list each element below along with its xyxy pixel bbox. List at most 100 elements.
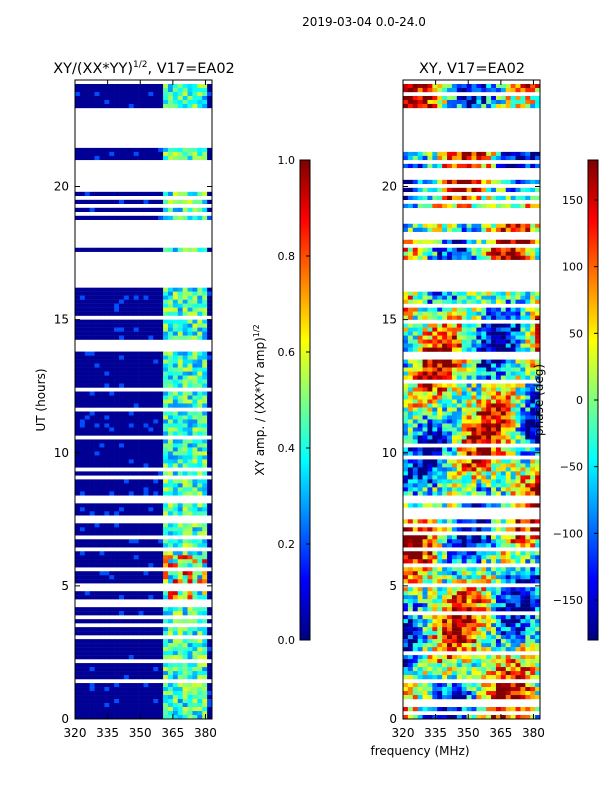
heatmap-cell — [447, 587, 453, 592]
heatmap-cell — [79, 439, 86, 444]
heatmap-cell — [114, 551, 120, 556]
heatmap-cell — [417, 163, 423, 169]
heatmap-cell — [138, 351, 144, 356]
heatmap-cell — [451, 567, 458, 572]
heatmap-cell — [104, 627, 110, 632]
heatmap-cell — [158, 463, 164, 468]
heatmap-cell — [75, 331, 81, 336]
heatmap-cell — [182, 83, 188, 89]
heatmap-cell — [187, 95, 193, 101]
heatmap-cell — [143, 487, 149, 492]
heatmap-cell — [207, 323, 213, 328]
heatmap-cell — [505, 375, 511, 380]
heatmap-cell — [486, 431, 492, 436]
heatmap-cell — [403, 307, 409, 312]
heatmap-cell — [192, 559, 198, 564]
heatmap-cell — [163, 291, 169, 296]
heatmap-cell — [109, 103, 115, 109]
heatmap-cell — [427, 427, 433, 432]
heatmap-cell — [202, 539, 208, 544]
heatmap-cell — [476, 435, 482, 440]
heatmap-cell — [104, 319, 110, 324]
heatmap-cell — [515, 459, 521, 464]
heatmap-cell — [187, 487, 193, 492]
heatmap-cell — [486, 151, 492, 157]
heatmap-cell — [495, 375, 502, 380]
heatmap-cell — [138, 479, 144, 484]
heatmap-cell — [515, 311, 521, 316]
heatmap-cell — [486, 415, 492, 420]
heatmap-cell — [515, 251, 521, 256]
heatmap-cell — [89, 503, 95, 508]
heatmap-cell — [123, 551, 130, 556]
heatmap-cell — [417, 419, 423, 424]
heatmap-cell — [192, 359, 198, 364]
heatmap-cell — [495, 335, 502, 340]
heatmap-cell — [197, 307, 203, 312]
heatmap-cell — [163, 451, 169, 456]
heatmap-cell — [471, 311, 477, 316]
heatmap-cell — [525, 471, 531, 476]
heatmap-cell — [114, 707, 120, 712]
heatmap-cell — [515, 475, 521, 480]
heatmap-cell — [79, 147, 86, 153]
heatmap-cell — [133, 511, 139, 516]
heatmap-cell — [437, 87, 443, 93]
heatmap-cell — [481, 315, 487, 320]
heatmap-cell — [442, 479, 448, 484]
heatmap-cell — [187, 99, 193, 105]
heatmap-cell — [427, 423, 433, 428]
heatmap-cell — [182, 359, 188, 364]
heatmap-cell — [510, 479, 516, 484]
heatmap-cell — [520, 543, 526, 548]
heatmap-cell — [202, 91, 208, 97]
heatmap-cell — [525, 419, 531, 424]
heatmap-cell — [432, 415, 438, 420]
heatmap-cell — [167, 699, 174, 704]
heatmap-cell — [442, 227, 448, 232]
heatmap-cell — [143, 351, 149, 356]
heatmap-cell — [495, 323, 502, 328]
heatmap-cell — [143, 371, 149, 376]
heatmap-cell — [158, 331, 164, 336]
heatmap-cell — [109, 463, 115, 468]
heatmap-cell — [138, 423, 144, 428]
heatmap-cell — [197, 355, 203, 360]
heatmap-cell — [407, 375, 414, 380]
heatmap-cell — [104, 447, 110, 452]
heatmap-cell — [505, 335, 511, 340]
heatmap-cell — [495, 431, 502, 436]
heatmap-cell — [407, 87, 414, 93]
heatmap-cell — [143, 539, 149, 544]
heatmap-cell — [451, 399, 458, 404]
heatmap-cell — [153, 371, 159, 376]
heatmap-cell — [182, 191, 188, 197]
heatmap-cell — [158, 579, 164, 584]
heatmap-cell — [182, 391, 188, 396]
heatmap-cell — [153, 423, 159, 428]
heatmap-cell — [79, 711, 86, 716]
heatmap-cell — [481, 587, 487, 592]
heatmap-cell — [119, 643, 125, 648]
heatmap-cell — [109, 395, 115, 400]
heatmap-cell — [79, 639, 86, 644]
heatmap-cell — [167, 491, 174, 496]
heatmap-cell — [109, 511, 115, 516]
heatmap-cell — [505, 411, 511, 416]
heatmap-cell — [133, 479, 139, 484]
heatmap-cell — [486, 479, 492, 484]
heatmap-cell — [202, 687, 208, 692]
heatmap-cell — [427, 411, 433, 416]
heatmap-cell — [128, 319, 135, 324]
heatmap-cell — [79, 555, 86, 560]
heatmap-cell — [500, 99, 507, 105]
heatmap-cell — [403, 567, 409, 572]
heatmap-cell — [466, 575, 472, 580]
heatmap-cell — [456, 83, 463, 89]
heatmap-cell — [491, 475, 497, 480]
heatmap-cell — [481, 571, 487, 576]
heatmap-cell — [515, 155, 521, 161]
heatmap-cell — [417, 387, 423, 392]
heatmap-cell — [535, 151, 541, 157]
heatmap-cell — [535, 599, 541, 604]
